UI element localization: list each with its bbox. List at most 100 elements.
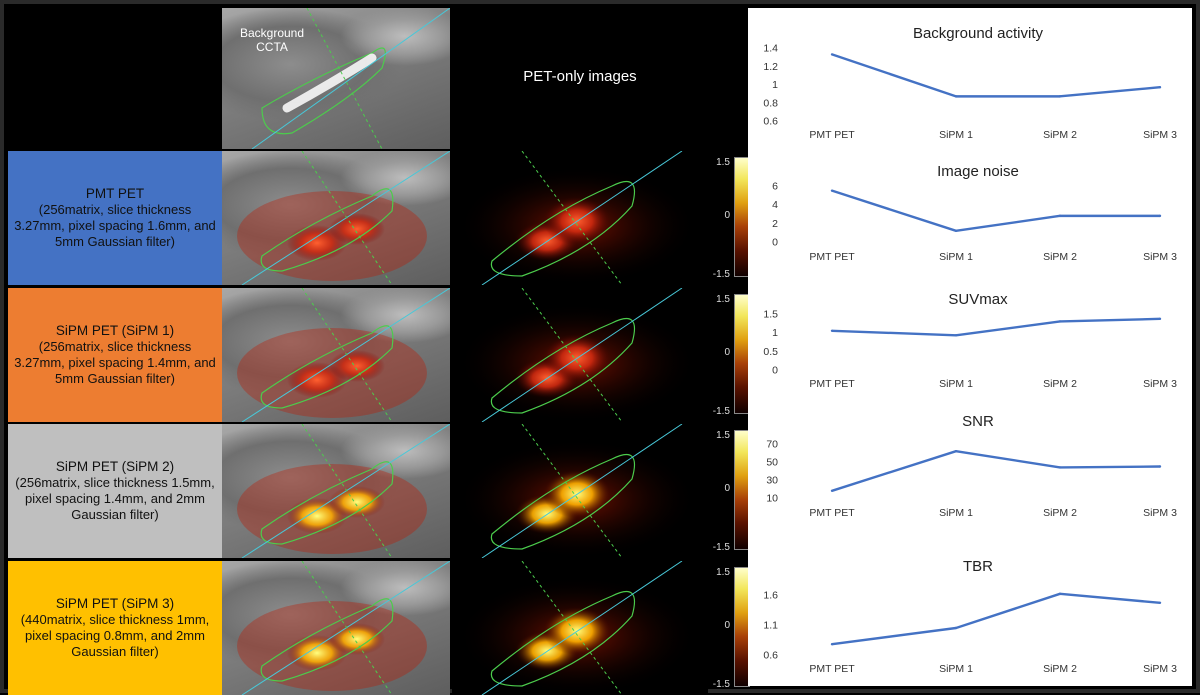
fused-overlay xyxy=(237,151,450,285)
data-point xyxy=(1058,592,1062,595)
x-tick-label: PMT PET xyxy=(809,378,855,390)
fused-overlay xyxy=(237,561,450,695)
y-tick-label: 0.6 xyxy=(763,650,778,662)
x-tick-label: SiPM 2 xyxy=(1043,251,1077,263)
y-tick-label: 1 xyxy=(772,327,778,339)
pet-overlay xyxy=(457,424,697,558)
chart-snr: SNR 70 50 30 10 PMT PET SiPM 1 SiPM 2 SiPM 3 xyxy=(766,413,1177,519)
colorbar-tick: -1.5 xyxy=(712,542,730,553)
row-details: (256matrix, slice thickness 3.27mm, pixe… xyxy=(14,339,216,386)
background-ccta-label: Background CCTA xyxy=(239,26,305,54)
x-tick-label: SiPM 3 xyxy=(1143,251,1177,263)
colorbar-sipm3: 1.5 0 -1.5 xyxy=(708,567,752,691)
data-point xyxy=(954,95,958,98)
data-point xyxy=(830,643,834,646)
pet-only-image-sipm2 xyxy=(452,424,708,558)
x-tick-label: SiPM 2 xyxy=(1043,507,1077,519)
chart-suvmax: SUVmax 1.5 1 0.5 0 PMT PET SiPM 1 SiPM 2 SiPM 3 xyxy=(763,291,1177,390)
row-label-sipm1: SiPM PET (SiPM 1) (256matrix, slice thick… xyxy=(8,288,222,422)
y-tick-label: 1 xyxy=(772,79,778,91)
series-line xyxy=(831,450,1161,492)
colorbar-tick: 0 xyxy=(724,483,730,494)
data-point xyxy=(1058,466,1062,469)
vessel-overlay-top xyxy=(251,8,450,149)
y-tick-label: 2 xyxy=(772,218,778,230)
data-point xyxy=(830,189,834,192)
row-details: (440matrix, slice thickness 1mm, pixel s… xyxy=(20,612,210,659)
chart-background-activity: Background activity 1.4 1.2 1 0.8 0.6 PMT PET S… xyxy=(763,25,1177,141)
y-tick-label: 4 xyxy=(772,199,778,211)
pet-only-image-sipm1 xyxy=(452,288,708,422)
image-panel: Background CCTA PET-only images PMT PET (… xyxy=(8,8,750,695)
pet-only-header: PET-only images xyxy=(523,68,637,85)
pet-only-image-pmt xyxy=(452,151,708,285)
data-point xyxy=(954,229,958,232)
fused-image-pmt xyxy=(222,151,450,285)
ccta-background-tile: Background CCTA xyxy=(222,8,450,149)
series-line xyxy=(831,592,1161,646)
row-title: SiPM PET (SiPM 3) xyxy=(55,596,175,611)
pet-overlay xyxy=(457,561,697,695)
x-tick-label: SiPM 3 xyxy=(1143,663,1177,675)
x-tick-label: SiPM 2 xyxy=(1043,663,1077,675)
data-point xyxy=(1158,465,1162,468)
chart-title: SNR xyxy=(962,413,994,430)
x-tick-label: SiPM 1 xyxy=(939,507,973,519)
x-tick-label: SiPM 3 xyxy=(1143,129,1177,141)
data-point xyxy=(830,329,834,332)
colorbar-sipm1: 1.5 0 -1.5 xyxy=(708,294,752,418)
series-line xyxy=(831,189,1160,233)
y-tick-label: 0.5 xyxy=(763,346,778,358)
y-tick-label: 1.6 xyxy=(763,590,778,602)
data-point xyxy=(1158,317,1162,321)
y-tick-label: 6 xyxy=(772,181,778,193)
row-title: SiPM PET (SiPM 1) xyxy=(55,323,175,338)
fused-image-sipm1 xyxy=(222,288,450,422)
x-tick-label: PMT PET xyxy=(809,251,855,263)
y-tick-label: 1.1 xyxy=(763,620,778,632)
fused-image-sipm2 xyxy=(222,424,450,558)
chart-title: Image noise xyxy=(937,163,1019,180)
row-title: PMT PET xyxy=(85,186,145,201)
chart-tbr: TBR 1.6 1.1 0.6 PMT PET SiPM 1 SiPM 2 SiPM 3 xyxy=(763,558,1177,675)
chart-title: TBR xyxy=(963,558,993,575)
y-tick-label: 10 xyxy=(766,493,778,505)
fused-overlay xyxy=(237,424,450,558)
colorbar-tick: 1.5 xyxy=(716,430,730,441)
x-tick-label: PMT PET xyxy=(809,507,855,519)
x-tick-label: SiPM 1 xyxy=(939,378,973,390)
x-tick-label: SiPM 1 xyxy=(939,663,973,675)
colorbar-tick: -1.5 xyxy=(712,406,730,417)
y-tick-label: 0 xyxy=(772,365,778,377)
y-tick-label: 0.6 xyxy=(763,116,778,128)
data-point xyxy=(1158,86,1162,89)
y-tick-label: 70 xyxy=(766,439,778,451)
x-tick-label: PMT PET xyxy=(809,663,855,675)
chart-image-noise: Image noise 6 4 2 0 PMT PET SiPM 1 SiPM 2 SiPM 3 xyxy=(772,163,1177,263)
fused-image-sipm3 xyxy=(222,561,450,695)
y-tick-label: 1.4 xyxy=(763,43,778,55)
pet-only-image-sipm3 xyxy=(452,561,708,695)
colorbar-pmt: 1.5 0 -1.5 xyxy=(708,157,752,281)
row-label-sipm3: SiPM PET (SiPM 3) (440matrix, slice thick… xyxy=(8,561,222,695)
x-tick-label: SiPM 2 xyxy=(1043,378,1077,390)
data-point xyxy=(1158,214,1162,218)
row-details: (256matrix, slice thickness 1.5mm, pixel… xyxy=(15,475,215,522)
data-point xyxy=(1058,95,1062,98)
colorbar-tick: 1.5 xyxy=(716,294,730,305)
colorbar-sipm2: 1.5 0 -1.5 xyxy=(708,430,752,554)
metrics-panel: Background activity 1.4 1.2 1 0.8 0.6 PMT PET S… xyxy=(748,8,1192,686)
data-point xyxy=(830,53,834,56)
data-point xyxy=(954,626,958,630)
x-tick-label: SiPM 1 xyxy=(939,251,973,263)
x-tick-label: SiPM 3 xyxy=(1143,378,1177,390)
data-point xyxy=(954,450,958,453)
x-tick-label: SiPM 3 xyxy=(1143,507,1177,519)
colorbar-tick: 0 xyxy=(724,347,730,358)
colorbar-tick: 0 xyxy=(724,210,730,221)
colorbar-tick: -1.5 xyxy=(712,679,730,690)
row-label-sipm2: SiPM PET (SiPM 2) (256matrix, slice thick… xyxy=(8,424,222,558)
colorbar-tick: 0 xyxy=(724,620,730,631)
x-tick-label: PMT PET xyxy=(809,129,855,141)
